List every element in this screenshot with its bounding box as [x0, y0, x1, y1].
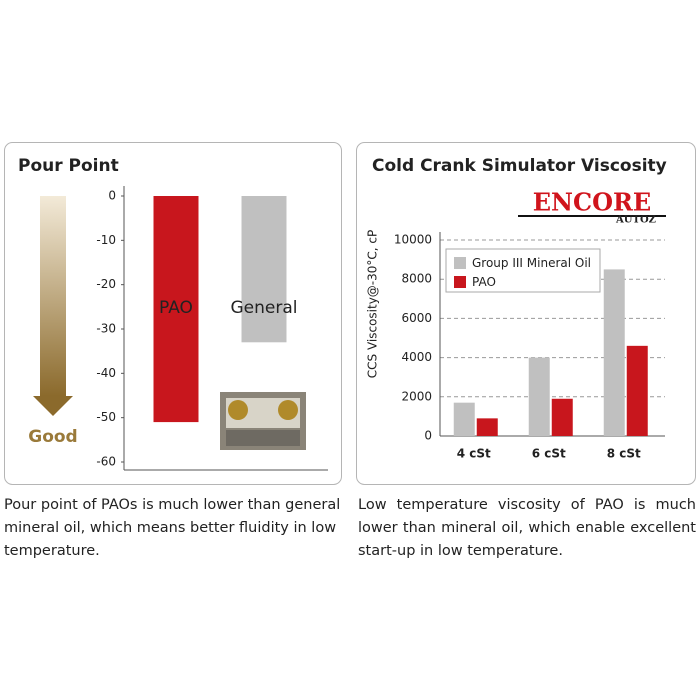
bar — [241, 196, 287, 343]
y-tick-label: 2000 — [401, 389, 432, 403]
bar — [603, 269, 625, 436]
bar — [626, 345, 648, 436]
chart-title: Pour Point — [18, 156, 119, 176]
x-tick-label: 8 cSt — [607, 447, 641, 461]
y-tick-label: 10000 — [394, 233, 432, 247]
annotation: Good — [28, 427, 77, 447]
x-tick-label: 4 cSt — [457, 447, 491, 461]
caption: Pour point of PAOs is much lower than ge… — [4, 497, 341, 559]
bar — [551, 398, 573, 436]
logo-sub: AUTOZ — [615, 215, 656, 226]
bar — [528, 357, 550, 436]
chart-title: Cold Crank Simulator Viscosity — [372, 156, 667, 176]
y-tick-label: -60 — [96, 455, 116, 469]
bar — [453, 402, 475, 436]
y-tick-label: -30 — [96, 322, 116, 336]
arrow-head — [33, 396, 73, 416]
arrow-shaft — [40, 196, 66, 396]
bar — [153, 196, 199, 423]
legend-box — [445, 248, 601, 293]
y-tick-label: -20 — [96, 277, 116, 291]
y-tick-label: 0 — [108, 189, 116, 203]
y-axis-label: CCS Viscosity@-30°C, cP — [366, 230, 380, 379]
photo — [220, 392, 306, 450]
x-tick-label: 6 cSt — [532, 447, 566, 461]
caption: Low temperature viscosity of PAO is much… — [358, 497, 696, 559]
y-tick-label: 0 — [424, 429, 432, 443]
legend-label: PAO — [472, 275, 496, 289]
y-tick-label: 4000 — [401, 350, 432, 364]
y-tick-label: -10 — [96, 233, 116, 247]
y-tick-label: -50 — [96, 410, 116, 424]
logo-rule — [518, 215, 666, 217]
y-tick-label: 8000 — [401, 272, 432, 286]
legend-swatch — [454, 276, 466, 288]
legend-swatch — [454, 257, 466, 269]
bar — [476, 418, 498, 436]
y-tick-label: 6000 — [401, 311, 432, 325]
legend-label: Group III Mineral Oil — [472, 256, 591, 270]
bar-label: General — [231, 298, 298, 318]
y-tick-label: -40 — [96, 366, 116, 380]
bar-label: PAO — [159, 298, 193, 318]
logo: ENCORE — [533, 188, 651, 217]
